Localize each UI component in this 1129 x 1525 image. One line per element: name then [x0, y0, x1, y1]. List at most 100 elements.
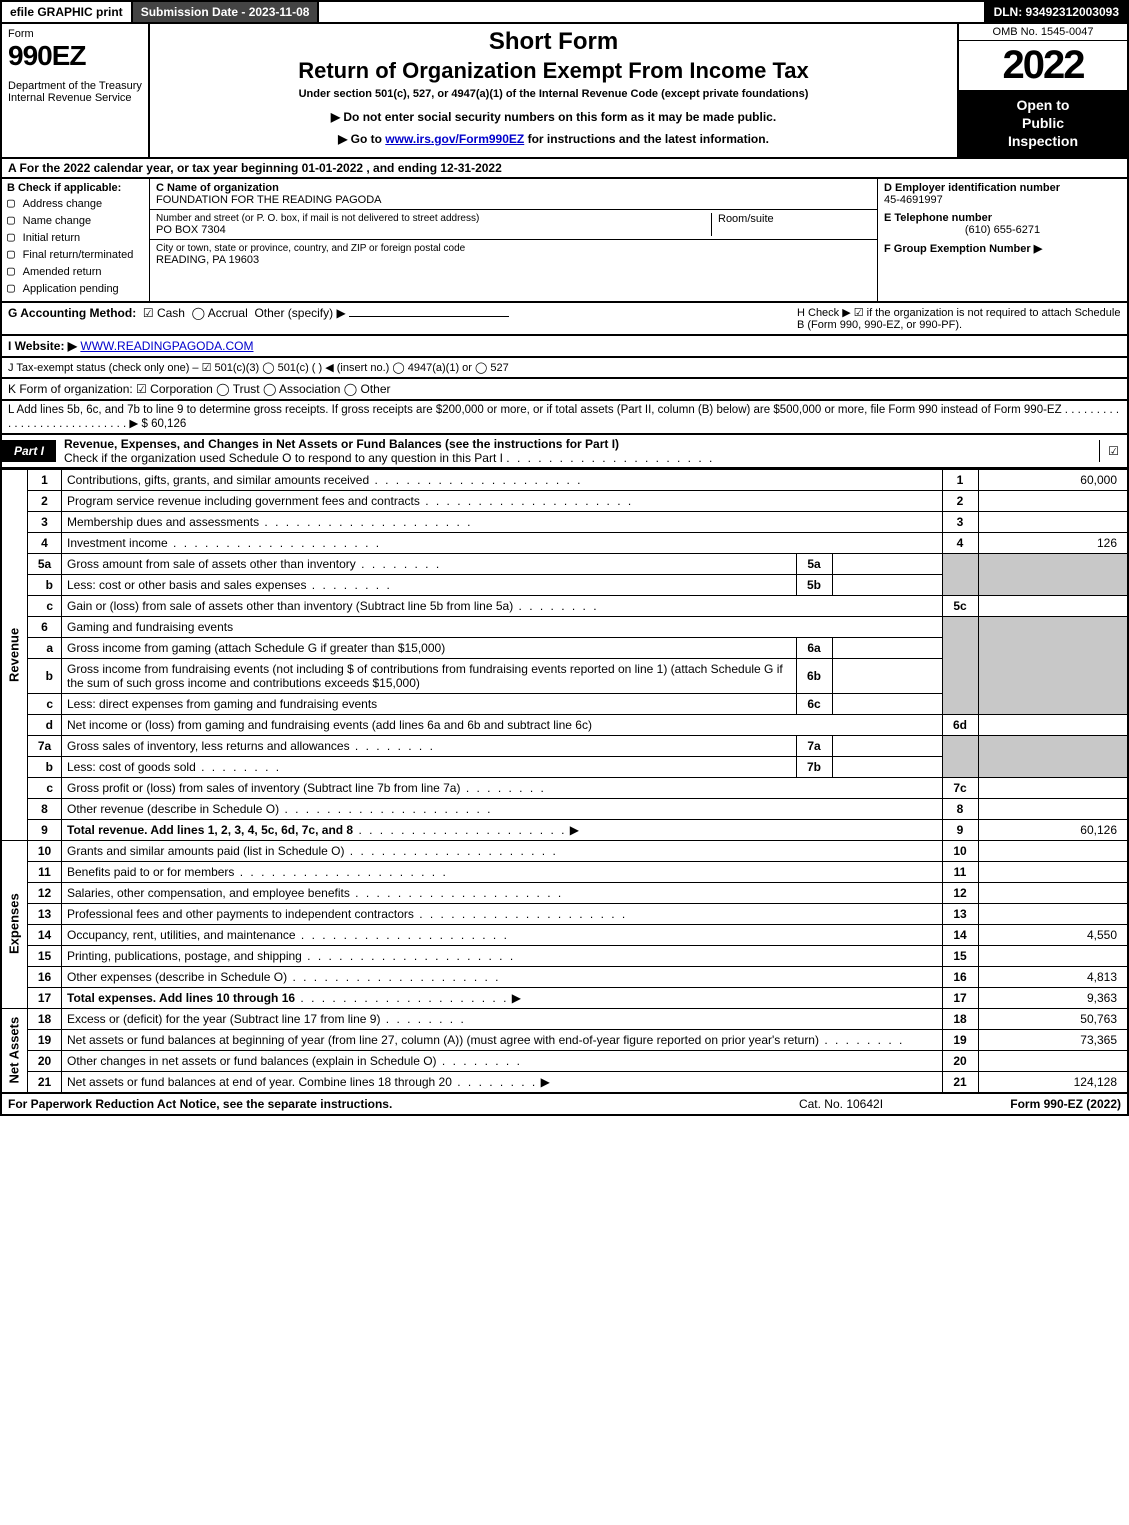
dept-label: Department of the Treasury: [8, 80, 142, 92]
efile-label: efile GRAPHIC print: [2, 2, 131, 22]
line-7c: c Gross profit or (loss) from sales of i…: [1, 777, 1128, 798]
g-label: G Accounting Method:: [8, 306, 136, 320]
other-specify-line[interactable]: [349, 316, 509, 317]
accounting-method: G Accounting Method: ☑ Cash ◯ Accrual Ot…: [8, 306, 791, 331]
tax-year: 2022: [959, 41, 1127, 90]
cash-checkbox[interactable]: ☑ Cash: [143, 306, 185, 320]
main-title: Return of Organization Exempt From Incom…: [160, 58, 947, 84]
inspection-badge: Open to Public Inspection: [959, 90, 1127, 157]
footer-right: Form 990-EZ (2022): [941, 1097, 1121, 1111]
line-14: 14 Occupancy, rent, utilities, and maint…: [1, 924, 1128, 945]
line-10: Expenses 10 Grants and similar amounts p…: [1, 840, 1128, 861]
side-netassets: Net Assets: [1, 1008, 28, 1093]
header-right: OMB No. 1545-0047 2022 Open to Public In…: [957, 24, 1127, 157]
other-specify[interactable]: Other (specify) ▶: [254, 306, 345, 320]
ein-value: 45-4691997: [884, 194, 1121, 206]
side-revenue: Revenue: [1, 469, 28, 840]
line-3: 3 Membership dues and assessments 3: [1, 511, 1128, 532]
omb-number: OMB No. 1545-0047: [959, 24, 1127, 41]
room-label: Room/suite: [718, 213, 774, 225]
inspect-line2: Public: [963, 114, 1123, 132]
header-left: Form 990EZ Department of the Treasury In…: [2, 24, 150, 157]
footer-cat-no: Cat. No. 10642I: [741, 1097, 941, 1111]
chk-final-return[interactable]: ▢ Final return/terminated: [7, 247, 144, 262]
row-j-tax-exempt: J Tax-exempt status (check only one) ‒ ☑…: [0, 358, 1129, 379]
line-17: 17 Total expenses. Add lines 10 through …: [1, 987, 1128, 1008]
footer: For Paperwork Reduction Act Notice, see …: [0, 1094, 1129, 1116]
room-suite: Room/suite: [711, 213, 871, 236]
city-label: City or town, state or province, country…: [156, 243, 465, 254]
side-expenses: Expenses: [1, 840, 28, 1008]
submission-date: Submission Date - 2023-11-08: [133, 2, 318, 22]
line-6: 6 Gaming and fundraising events: [1, 616, 1128, 637]
header-center: Short Form Return of Organization Exempt…: [150, 24, 957, 157]
line-5c: c Gain or (loss) from sale of assets oth…: [1, 595, 1128, 616]
street-label: Number and street (or P. O. box, if mail…: [156, 213, 707, 224]
short-form-title: Short Form: [160, 28, 947, 56]
form-number: 990EZ: [8, 40, 142, 72]
line-11: 11 Benefits paid to or for members 11: [1, 861, 1128, 882]
line-21: 21 Net assets or fund balances at end of…: [1, 1071, 1128, 1093]
irs-label: Internal Revenue Service: [8, 92, 142, 104]
chk-initial-return[interactable]: ▢ Initial return: [7, 230, 144, 245]
subtitle: Under section 501(c), 527, or 4947(a)(1)…: [160, 88, 947, 100]
chk-address-change[interactable]: ▢ Address change: [7, 196, 144, 211]
line-7a: 7a Gross sales of inventory, less return…: [1, 735, 1128, 756]
part1-title-block: Revenue, Expenses, and Changes in Net As…: [56, 435, 1099, 467]
line-15: 15 Printing, publications, postage, and …: [1, 945, 1128, 966]
chk-application-pending[interactable]: ▢ Application pending: [7, 281, 144, 296]
line-5a: 5a Gross amount from sale of assets othe…: [1, 553, 1128, 574]
section-d: D Employer identification number 45-4691…: [877, 179, 1127, 301]
ssn-warning: ▶ Do not enter social security numbers o…: [160, 110, 947, 124]
line-18: Net Assets 18 Excess or (deficit) for th…: [1, 1008, 1128, 1029]
form-header: Form 990EZ Department of the Treasury In…: [0, 24, 1129, 159]
line-19: 19 Net assets or fund balances at beginn…: [1, 1029, 1128, 1050]
instructions-link-row: ▶ Go to www.irs.gov/Form990EZ for instru…: [160, 132, 947, 146]
street-value: PO BOX 7304: [156, 224, 711, 236]
line-8: 8 Other revenue (describe in Schedule O)…: [1, 798, 1128, 819]
phone-label: E Telephone number: [884, 212, 1121, 224]
row-l: L Add lines 5b, 6c, and 7b to line 9 to …: [0, 401, 1129, 435]
line-16: 16 Other expenses (describe in Schedule …: [1, 966, 1128, 987]
meta-block: B Check if applicable: ▢ Address change …: [0, 179, 1129, 303]
chk-name-change[interactable]: ▢ Name change: [7, 213, 144, 228]
inspect-line1: Open to: [963, 96, 1123, 114]
chk-amended-return[interactable]: ▢ Amended return: [7, 264, 144, 279]
line-13: 13 Professional fees and other payments …: [1, 903, 1128, 924]
group-exemption-label: F Group Exemption Number ▶: [884, 242, 1121, 255]
part1-checkbox[interactable]: ☑: [1099, 440, 1127, 462]
part1-check-text: Check if the organization used Schedule …: [64, 451, 503, 465]
website-link[interactable]: WWW.READINGPAGODA.COM: [80, 339, 253, 353]
line-1: Revenue 1 Contributions, gifts, grants, …: [1, 469, 1128, 490]
row-i: I Website: ▶ WWW.READINGPAGODA.COM: [0, 336, 1129, 358]
dln-label: DLN: 93492312003093: [986, 2, 1127, 22]
line-4: 4 Investment income 4 126: [1, 532, 1128, 553]
section-c: C Name of organization FOUNDATION FOR TH…: [150, 179, 877, 301]
accrual-checkbox[interactable]: ◯ Accrual: [192, 306, 248, 320]
line-6d: d Net income or (loss) from gaming and f…: [1, 714, 1128, 735]
org-name-label: C Name of organization: [156, 182, 378, 194]
row-g: G Accounting Method: ☑ Cash ◯ Accrual Ot…: [0, 303, 1129, 336]
link-suffix: for instructions and the latest informat…: [528, 132, 769, 146]
phone-value: (610) 655-6271: [884, 224, 1121, 236]
top-spacer: [319, 2, 983, 22]
city-value: READING, PA 19603: [156, 254, 465, 266]
irs-link[interactable]: www.irs.gov/Form990EZ: [385, 132, 524, 146]
line-9: 9 Total revenue. Add lines 1, 2, 3, 4, 5…: [1, 819, 1128, 840]
line-2: 2 Program service revenue including gove…: [1, 490, 1128, 511]
line-12: 12 Salaries, other compensation, and emp…: [1, 882, 1128, 903]
street-row: Number and street (or P. O. box, if mail…: [150, 210, 877, 240]
row-k-form-org: K Form of organization: ☑ Corporation ◯ …: [0, 379, 1129, 401]
city-row: City or town, state or province, country…: [150, 240, 877, 269]
section-b: B Check if applicable: ▢ Address change …: [2, 179, 150, 301]
org-name: FOUNDATION FOR THE READING PAGODA: [156, 194, 382, 206]
part1-tab: Part I: [2, 440, 56, 462]
part1-title: Revenue, Expenses, and Changes in Net As…: [64, 437, 619, 451]
inspect-line3: Inspection: [963, 132, 1123, 150]
part1-header: Part I Revenue, Expenses, and Changes in…: [0, 435, 1129, 469]
link-prefix: ▶ Go to: [338, 132, 385, 146]
row-l-amount: 60,126: [151, 418, 186, 430]
section-h: H Check ▶ ☑ if the organization is not r…: [791, 306, 1121, 331]
section-b-header: B Check if applicable:: [7, 182, 144, 194]
line-20: 20 Other changes in net assets or fund b…: [1, 1050, 1128, 1071]
